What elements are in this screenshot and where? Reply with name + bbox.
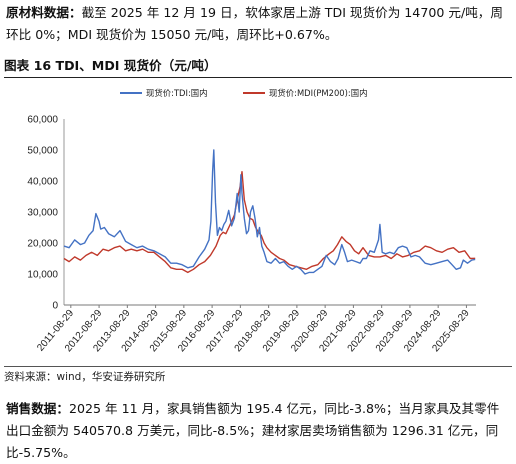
y-tick-label: 30,000 [27, 208, 58, 219]
y-tick-label: 20,000 [27, 239, 58, 250]
series-line-2 [63, 170, 476, 274]
sales-paragraph: 销售数据：2025 年 11 月，家具销售额为 195.4 亿元，同比-3.8%… [6, 398, 510, 464]
y-axis: 0 10,000 20,000 30,000 40,000 50,000 60,000 [27, 115, 65, 312]
legend-label-2: 现货价:MDI(PM200):国内 [269, 88, 367, 98]
y-tick-label: 60,000 [27, 115, 58, 126]
y-tick-label: 40,000 [27, 177, 58, 188]
y-tick-label: 10,000 [27, 270, 58, 281]
legend-label-1: 现货价:TDI:国内 [146, 88, 208, 98]
y-tick-label: 50,000 [27, 146, 58, 157]
figure-title: 图表 16 TDI、MDI 现货价（元/吨） [4, 55, 512, 78]
raw-material-paragraph: 原材料数据：截至 2025 年 12 月 19 日，软体家居上游 TDI 现货价… [6, 2, 510, 46]
figure-source: 资料来源：wind，华安证券研究所 [4, 366, 512, 387]
series-line-1 [63, 149, 476, 275]
chart-legend: 现货价:TDI:国内 现货价:MDI(PM200):国内 [120, 88, 367, 98]
raw-material-text: 截至 2025 年 12 月 19 日，软体家居上游 TDI 现货价为 1470… [6, 5, 503, 42]
sales-label: 销售数据： [6, 401, 69, 416]
x-axis: 2011-08-292012-08-292013-08-292014-08-29… [35, 304, 476, 354]
series-lines [63, 149, 476, 275]
y-tick-label: 0 [52, 301, 58, 312]
sales-text: 2025 年 11 月，家具销售额为 195.4 亿元，同比-3.8%；当月家具… [6, 401, 500, 460]
line-chart: 现货价:TDI:国内 现货价:MDI(PM200):国内 0 10,000 20,00… [27, 88, 476, 354]
raw-material-label: 原材料数据： [6, 5, 82, 20]
